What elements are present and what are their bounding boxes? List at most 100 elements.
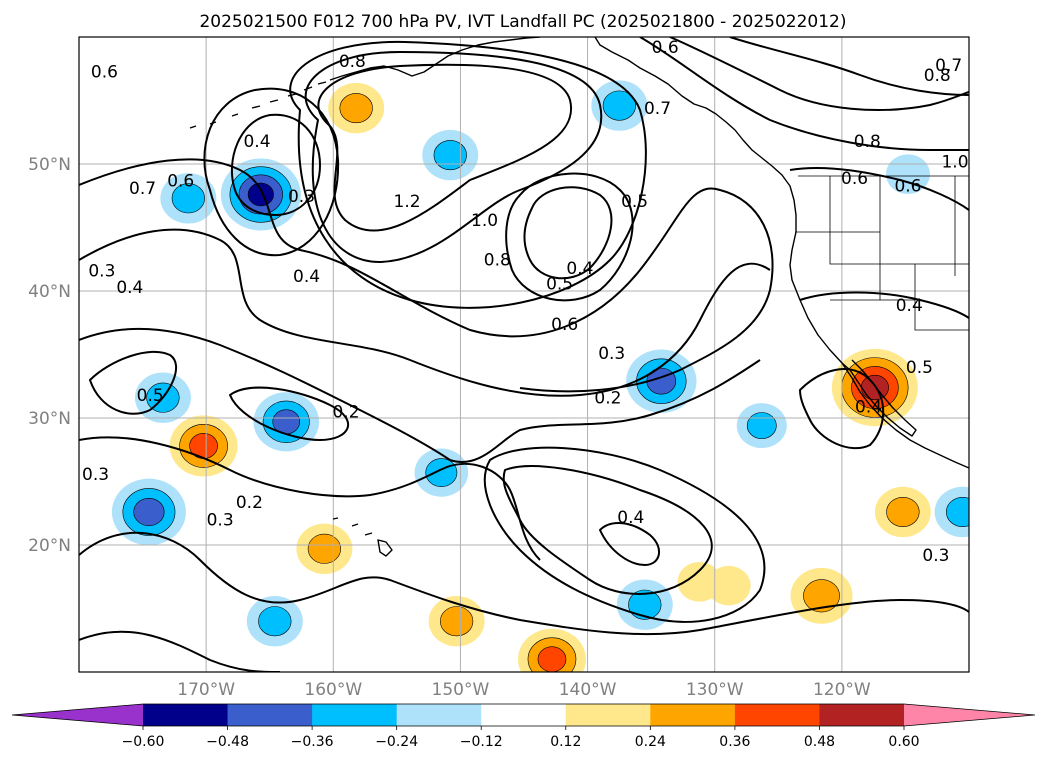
contour-label: 0.4: [243, 132, 270, 152]
shaded-level: [439, 606, 474, 637]
contour-label: 1.0: [471, 211, 498, 231]
contour-label: 0.2: [332, 403, 359, 423]
shaded-region: [591, 80, 648, 131]
contour-line: [799, 368, 885, 450]
contour-line: [79, 531, 969, 636]
contour-line: [79, 228, 771, 397]
colorbar-tick-label: 0.12: [550, 734, 581, 750]
longitude-tick-labels: 170°W 160°W 150°W 140°W 130°W 120°W: [177, 680, 871, 700]
shaded-region: [328, 82, 385, 134]
lat-tick-label: 50°N: [28, 155, 71, 175]
shaded-level: [946, 496, 969, 527]
shaded-region: [790, 567, 853, 624]
colorbar-tick-label: −0.36: [291, 734, 334, 750]
shaded-level: [746, 412, 777, 440]
shaded-level: [425, 458, 458, 487]
lat-tick-label: 20°N: [28, 536, 71, 556]
pv-contours: [79, 37, 969, 672]
contour-labels: 0.60.80.40.30.60.70.30.40.41.21.00.8 0.40…: [82, 38, 969, 566]
colorbar-over-extension: [904, 704, 1035, 726]
contour-label: 0.4: [293, 267, 320, 287]
colorbar-bin: [734, 704, 820, 726]
contour-line: [599, 522, 660, 566]
colorbar-tick-label: 0.36: [719, 734, 750, 750]
shaded-region: [253, 392, 320, 452]
colorbar-tick-label: 0.48: [804, 734, 835, 750]
colorbar-bins: [143, 704, 905, 726]
shaded-region: [706, 565, 751, 606]
lon-tick-label: 120°W: [813, 680, 871, 700]
contour-label: 0.5: [906, 358, 933, 378]
colorbar-bin: [143, 704, 229, 726]
lat-tick-label: 40°N: [28, 282, 71, 302]
contour-label: 0.3: [922, 546, 949, 566]
contour-line: [523, 186, 613, 280]
shaded-region: [169, 415, 238, 477]
contour-label: 0.4: [566, 259, 593, 279]
map-frame: [78, 36, 970, 673]
shaded-level: [433, 140, 467, 171]
contour-line: [317, 63, 573, 232]
contour-line: [729, 37, 969, 96]
alaska-coastline: [329, 37, 541, 81]
shaded-region: [422, 129, 479, 181]
contour-line: [502, 465, 713, 595]
colorbar-under-extension: [12, 704, 143, 726]
lon-tick-label: 140°W: [559, 680, 617, 700]
contour-label: 0.3: [82, 465, 109, 485]
shaded-region: [111, 478, 186, 546]
contour-label: 0.6: [167, 172, 194, 192]
shaded-level: [307, 533, 342, 564]
colorbar-tick-label: −0.60: [122, 734, 165, 750]
contour-label: 0.7: [129, 179, 156, 199]
lon-tick-label: 150°W: [432, 680, 490, 700]
colorbar-tick-label: 0.60: [888, 734, 919, 750]
contour-line: [289, 40, 647, 309]
colorbar-tick-label: −0.48: [206, 734, 249, 750]
shaded-level: [628, 589, 662, 620]
contour-label: 0.6: [551, 315, 578, 335]
contour-label: 0.8: [854, 132, 881, 152]
contour-line: [304, 51, 603, 263]
contour-line: [79, 327, 761, 463]
contour-label: 0.4: [617, 508, 644, 528]
contour-label: 0.6: [91, 62, 118, 82]
contour-label: 0.8: [339, 52, 366, 72]
shaded-level: [247, 182, 274, 207]
shaded-level: [171, 183, 205, 214]
colorbar-bin: [650, 704, 736, 726]
shaded-region: [874, 486, 931, 538]
colorbar-bin: [819, 704, 905, 726]
contour-line: [89, 350, 177, 415]
contour-label: 0.2: [594, 389, 621, 409]
colorbar-bin: [481, 704, 567, 726]
colorbar-tick-label: 0.24: [635, 734, 666, 750]
latitude-tick-labels: 50°N 40°N 30°N 20°N: [28, 155, 71, 556]
contour-label: 0.5: [621, 192, 648, 212]
contour-line: [79, 436, 541, 561]
shaded-region: [246, 596, 303, 647]
colorbar-bin: [565, 704, 651, 726]
us-state-borders: [795, 176, 969, 331]
contour-label: 0.5: [137, 386, 164, 406]
shaded-level: [258, 606, 292, 637]
contour-line: [79, 158, 774, 393]
shaded-level: [537, 646, 567, 672]
contour-label: 1.0: [941, 152, 968, 172]
contour-line: [639, 37, 969, 152]
lon-tick-label: 160°W: [304, 680, 362, 700]
colorbar-bin: [312, 704, 398, 726]
colorbar-bin: [227, 704, 313, 726]
contour-label: 0.3: [207, 511, 234, 531]
contour-label: 0.5: [546, 274, 573, 294]
colorbar-tick-label: −0.12: [460, 734, 503, 750]
shaded-region: [934, 486, 969, 538]
contour-label: 0.6: [652, 38, 679, 58]
contour-line: [505, 172, 634, 302]
chart-title: 2025021500 F012 700 hPa PV, IVT Landfall…: [199, 12, 846, 32]
north-america-coastline: [594, 37, 969, 469]
contour-label: 0.7: [644, 99, 671, 119]
contour-line: [669, 37, 969, 111]
lon-tick-label: 170°W: [177, 680, 235, 700]
